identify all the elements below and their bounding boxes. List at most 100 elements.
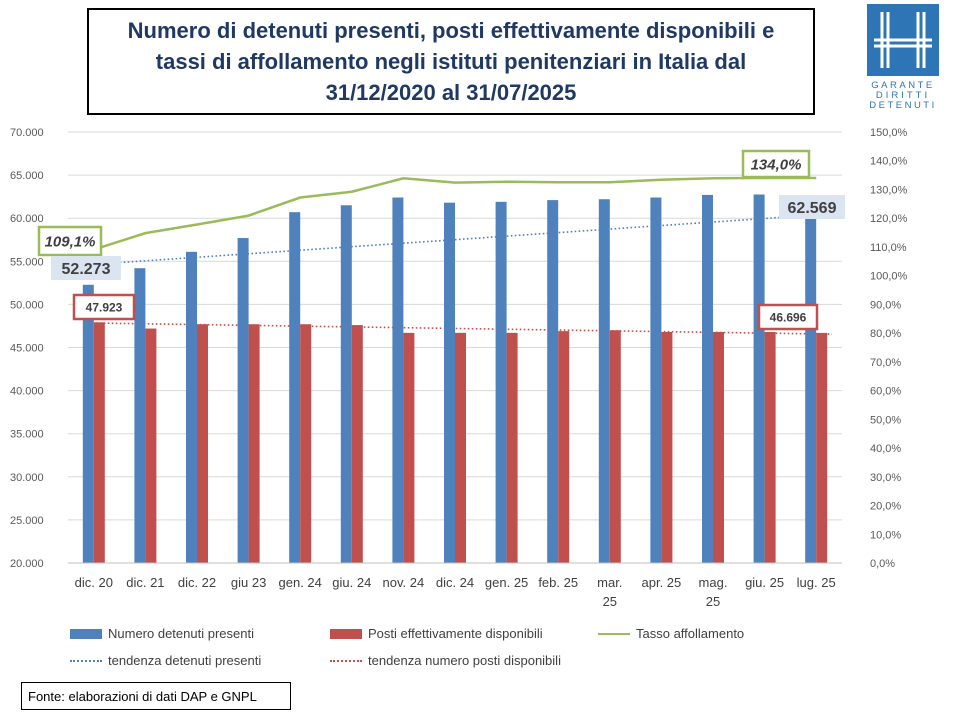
legend-item-detenuti: Numero detenuti presenti (70, 626, 254, 641)
bar-posti (558, 331, 570, 563)
rate-line (93, 176, 817, 251)
bar-posti (609, 330, 621, 563)
label-last-detenuti-box (779, 195, 845, 219)
x-tick-label: apr. 25 (642, 575, 682, 590)
bar-detenuti (650, 197, 662, 563)
label-last-posti: 46.696 (757, 303, 819, 331)
x-tick-label: nov. 24 (383, 575, 425, 590)
bar-detenuti (753, 194, 765, 563)
bar-posti (506, 332, 518, 563)
label-first-rate: 109,1% (37, 225, 103, 257)
bar-posti (145, 328, 157, 563)
legend-label-detenuti: Numero detenuti presenti (108, 626, 254, 641)
legend-item-trend-posti: tendenza numero posti disponibili (330, 653, 561, 668)
legend-item-posti: Posti effettivamente disponibili (330, 626, 543, 641)
label-first-rate-text: 109,1% (45, 233, 96, 250)
bar-detenuti (340, 205, 352, 563)
legend-swatch-trend-detenuti (70, 659, 102, 662)
legend-item-tasso: Tasso affollamento (598, 626, 744, 641)
y-left-tick-label: 25.000 (10, 515, 44, 527)
legend-label-trend-posti: tendenza numero posti disponibili (368, 653, 561, 668)
x-tick-label: giu 23 (231, 575, 266, 590)
chart-title: Numero di detenuti presenti, posti effet… (127, 18, 775, 105)
bar-posti (197, 324, 208, 563)
label-last-posti-text: 46.696 (770, 310, 807, 324)
source-text: Fonte: elaborazioni di dati DAP e GNPL (28, 688, 257, 704)
y-right-tick-label: 0,0% (870, 558, 895, 570)
bar-posti (403, 332, 415, 563)
axes: 20.000 25.000 30.000 35.000 40.000 45.000 50.0… (10, 127, 908, 609)
label-last-rate-text: 134,0% (751, 156, 802, 173)
y-right-tick-label: 80,0% (870, 328, 901, 340)
legend-swatch-trend-posti (330, 659, 362, 662)
y-left-tick-label: 60.000 (10, 213, 44, 225)
bar-detenuti (186, 251, 197, 563)
x-tick-label: dic. 22 (178, 575, 216, 590)
label-last-detenuti: 62.569 (779, 195, 845, 219)
y-right-tick-label: 110,0% (870, 242, 907, 254)
label-first-detenuti-text: 52.273 (62, 261, 111, 278)
bar-detenuti (289, 212, 301, 563)
label-last-rate: 134,0% (741, 149, 811, 179)
y-right-tick-label: 150,0% (870, 127, 908, 139)
y-left-tick-label: 20.000 (10, 558, 44, 570)
bar-detenuti (495, 201, 507, 563)
y-left-tick-label: 55.000 (10, 256, 44, 268)
chart-title-box: Numero di detenuti presenti, posti effet… (87, 8, 815, 115)
logo-text-line-2: DIRITTI (876, 90, 930, 101)
x-tick-label: lug. 25 (797, 575, 836, 590)
bar-posti (248, 324, 260, 563)
x-tick-label: mar. 25 (597, 575, 622, 609)
label-last-posti-box (757, 303, 819, 331)
x-tick-label: dic. 20 (75, 575, 113, 590)
y-right-tick-label: 40,0% (870, 443, 901, 455)
y-left-tick-label: 45.000 (10, 343, 44, 355)
y-left-tick-label: 70.000 (10, 127, 44, 139)
x-tick-label: gen. 24 (279, 575, 322, 590)
y-right-tick-label: 140,0% (870, 156, 908, 168)
legend-swatch-tasso (598, 632, 630, 635)
legend-item-trend-detenuti: tendenza detenuti presenti (70, 653, 261, 668)
bar-detenuti (805, 196, 817, 563)
logo-text-line-3: DETENUTI (869, 100, 937, 110)
x-tick-label: dic. 21 (126, 575, 164, 590)
label-first-posti: 47.923 (72, 293, 136, 321)
garante-logo: GARANTE DIRITTI DETENUTI (867, 4, 939, 110)
trendline-detenuti (87, 213, 833, 266)
y-left-tick-label: 65.000 (10, 170, 44, 182)
bar-posti (816, 332, 828, 563)
bar-posti (93, 322, 105, 563)
label-last-rate-box (741, 149, 811, 179)
legend-label-posti: Posti effettivamente disponibili (368, 626, 543, 641)
y-left-tick-label: 35.000 (10, 429, 44, 441)
bar-detenuti (598, 199, 610, 563)
bar-posti (300, 324, 312, 563)
legend-swatch-detenuti (70, 628, 102, 639)
legend-label-trend-detenuti: tendenza detenuti presenti (108, 653, 262, 668)
y-left-tick-label: 40.000 (10, 386, 44, 398)
x-tick-label: dic. 24 (436, 575, 474, 590)
bar-posti (764, 331, 776, 563)
bar-detenuti (392, 197, 404, 563)
y-right-tick-label: 30,0% (870, 472, 901, 484)
source-note: Fonte: elaborazioni di dati DAP e GNPL (21, 682, 291, 710)
legend-swatch-posti (330, 628, 362, 639)
bar-posti (351, 325, 363, 563)
x-tick-label: giu. 24 (332, 575, 371, 590)
bar-detenuti (444, 202, 455, 563)
x-tick-label: giu. 25 (745, 575, 784, 590)
bar-detenuti (134, 268, 146, 563)
y-left-tick-label: 30.000 (10, 472, 44, 484)
rate-line-path (93, 176, 817, 251)
label-first-posti-box (72, 293, 136, 321)
legend-label-tasso: Tasso affollamento (636, 626, 745, 641)
y-right-tick-label: 20,0% (870, 501, 901, 513)
bars (82, 194, 828, 563)
bar-detenuti (547, 200, 559, 563)
bar-detenuti (702, 194, 713, 563)
y-right-tick-label: 70,0% (870, 357, 901, 369)
label-first-detenuti: 52.273 (51, 256, 121, 280)
logo-text-line-1: GARANTE (871, 80, 934, 91)
y-right-tick-label: 120,0% (870, 213, 908, 225)
